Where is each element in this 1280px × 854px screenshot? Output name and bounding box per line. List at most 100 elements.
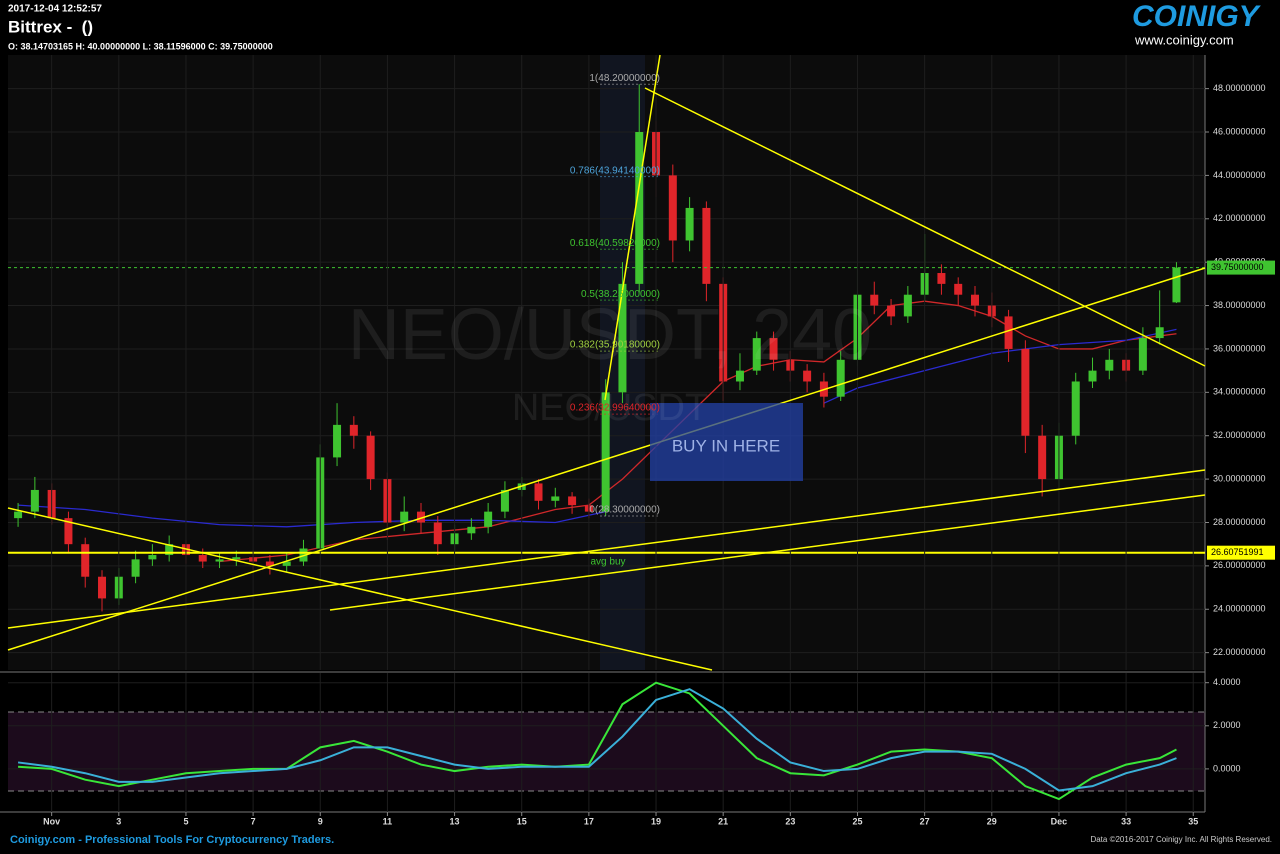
candle-body xyxy=(1155,327,1164,339)
x-tick-label: 7 xyxy=(251,816,256,826)
y-tick-label: 42.00000000 xyxy=(1213,213,1266,223)
x-tick-label: 25 xyxy=(852,816,862,826)
candle-body xyxy=(937,273,946,284)
watermark: NEO/USDT, 240 xyxy=(348,295,872,375)
candle-body xyxy=(165,544,174,556)
x-tick-label: 19 xyxy=(651,816,661,826)
footer: Coinigy.com - Professional Tools For Cry… xyxy=(10,834,334,846)
candle-body xyxy=(551,496,560,501)
candle-body xyxy=(568,496,577,506)
candle-body xyxy=(349,424,358,436)
x-tick-label: 33 xyxy=(1121,816,1131,826)
trendline xyxy=(604,54,661,401)
candle-body xyxy=(887,305,896,317)
y-tick-label: 28.00000000 xyxy=(1213,517,1266,527)
title: Bittrex - () xyxy=(8,17,93,36)
candle-body xyxy=(467,526,476,534)
candle-body xyxy=(752,338,761,371)
y-tick-label: 48.00000000 xyxy=(1213,83,1266,93)
x-tick-label: 23 xyxy=(785,816,795,826)
fib-label: 0.618(40.59820000) xyxy=(570,238,660,249)
annotation: BUY IN HERE xyxy=(672,436,780,455)
candle-body xyxy=(30,489,39,512)
x-tick-label: 35 xyxy=(1188,816,1198,826)
candle-body xyxy=(836,359,845,397)
trendline xyxy=(7,507,713,671)
y-tick-label: 26.00000000 xyxy=(1213,560,1266,570)
candle-body xyxy=(702,207,711,284)
fib-label: 0.382(35.90180000) xyxy=(570,340,660,351)
series-line xyxy=(18,681,1177,801)
candle-body xyxy=(1088,370,1097,382)
price-tag-label: 39.75000000 xyxy=(1211,262,1264,272)
candle-body xyxy=(534,483,543,501)
y-tick-label: 0.0000 xyxy=(1213,763,1241,773)
logo: COINIGY xyxy=(1132,0,1262,33)
buy-zone xyxy=(650,403,803,481)
price-tag xyxy=(1207,260,1275,275)
marks xyxy=(8,55,1205,812)
x-tick-label: 27 xyxy=(920,816,930,826)
candle-body xyxy=(735,370,744,382)
trendlines xyxy=(7,54,1206,671)
logo-url: www.coinigy.com xyxy=(1134,32,1234,47)
watermark: NEO/USDT xyxy=(512,387,708,429)
candle-body xyxy=(131,559,140,577)
candle-body xyxy=(971,294,980,306)
candle-body xyxy=(954,283,963,295)
x-tick-label: 29 xyxy=(987,816,997,826)
fib-label: 0.5(38.25000000) xyxy=(581,289,660,300)
candle-body xyxy=(870,294,879,306)
fib-label: 0.786(43.94140000) xyxy=(570,165,660,176)
candle-body xyxy=(668,175,677,241)
candle-body xyxy=(618,283,627,393)
candle-body xyxy=(333,424,342,458)
timestamp: 2017-12-04 12:52:57 xyxy=(8,4,102,15)
x-tick-label: Dec xyxy=(1051,816,1068,826)
x-tick-label: 17 xyxy=(584,816,594,826)
candle-body xyxy=(769,338,778,360)
candle-body xyxy=(1105,359,1114,371)
candle-body xyxy=(64,518,73,545)
trendline xyxy=(644,87,1206,367)
y-tick-label: 46.00000000 xyxy=(1213,126,1266,136)
candle-body xyxy=(282,561,291,566)
fib-label: 0(28.30000000) xyxy=(589,505,660,516)
candle-body xyxy=(433,522,442,545)
annotation: avg buy xyxy=(590,557,625,568)
x-tick-label: 11 xyxy=(383,816,393,826)
candle-body xyxy=(500,489,509,512)
candle-body xyxy=(148,555,157,560)
candle-body xyxy=(81,544,90,577)
price-tag xyxy=(1207,545,1275,560)
candle-body xyxy=(1172,267,1181,303)
y-tick-label: 36.00000000 xyxy=(1213,343,1266,353)
y-tick-label: 38.00000000 xyxy=(1213,300,1266,310)
x-tick-label: 15 xyxy=(517,816,527,826)
series-line xyxy=(17,688,1177,792)
candle-body xyxy=(1004,316,1013,349)
candle-body xyxy=(416,511,425,523)
x-tick-label: Nov xyxy=(43,816,60,826)
fib-label: 0.236(32.99640000) xyxy=(570,403,660,414)
x-tick-label: 21 xyxy=(718,816,728,826)
candle-body xyxy=(601,392,610,512)
candle-body xyxy=(265,561,274,566)
x-tick-label: 5 xyxy=(183,816,188,826)
footer: Data ©2016-2017 Coinigy Inc. All Rights … xyxy=(1090,835,1272,844)
x-tick-label: 13 xyxy=(450,816,460,826)
candle-body xyxy=(232,557,241,560)
ohlc: O: 38.14703165 H: 40.00000000 L: 38.1159… xyxy=(8,41,273,51)
candle-body xyxy=(685,207,694,241)
candle-body xyxy=(635,132,644,284)
y-tick-label: 32.00000000 xyxy=(1213,430,1266,440)
y-tick-label: 30.00000000 xyxy=(1213,473,1266,483)
candle-body xyxy=(215,559,224,562)
y-tick-label: 4.0000 xyxy=(1213,677,1241,687)
candle-body xyxy=(366,435,375,480)
trendline xyxy=(7,469,1206,629)
y-tick-label: 44.00000000 xyxy=(1213,170,1266,180)
candle-body xyxy=(803,370,812,382)
